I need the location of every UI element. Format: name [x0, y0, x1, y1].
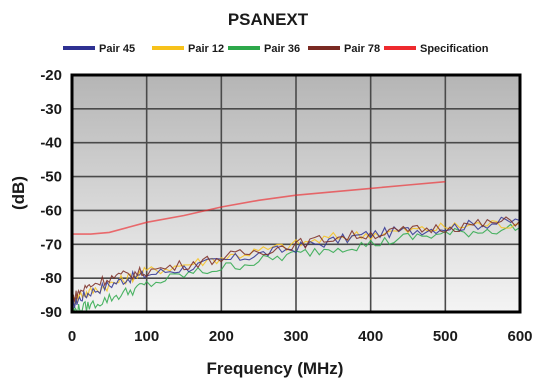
x-tick-label: 200 — [209, 328, 234, 345]
legend-label: Pair 36 — [264, 43, 300, 55]
legend-swatch — [63, 46, 95, 50]
plot-frame — [70, 73, 522, 314]
series-line-pair-45 — [72, 216, 521, 309]
series-line-pair-36 — [72, 223, 521, 314]
legend-label: Pair 45 — [99, 43, 135, 55]
y-tick-label: -60 — [40, 202, 62, 219]
legend-swatch — [308, 46, 340, 50]
chart-title: PSANEXT — [228, 10, 309, 29]
y-tick-label: -90 — [40, 304, 62, 321]
y-tick-label: -50 — [40, 169, 62, 186]
x-tick-label: 600 — [507, 328, 532, 345]
y-tick-label: -80 — [40, 270, 62, 287]
x-axis-label: Frequency (MHz) — [207, 359, 344, 378]
y-axis-label: (dB) — [9, 176, 28, 210]
legend-swatch — [384, 46, 416, 50]
legend: Pair 45 Pair 12 Pair 36 Pair 78 Specificatio… — [63, 43, 489, 55]
x-tick-label: 0 — [68, 328, 76, 345]
legend-swatch — [152, 46, 184, 50]
y-tick-label: -70 — [40, 236, 62, 253]
legend-label: Pair 12 — [188, 43, 224, 55]
y-tick-label: -30 — [40, 101, 62, 118]
x-tick-label: 400 — [358, 328, 383, 345]
series-line-specification — [72, 180, 446, 235]
series-lines — [72, 180, 521, 314]
y-tick-label: -40 — [40, 135, 62, 152]
x-tick-label: 100 — [134, 328, 159, 345]
legend-label: Pair 78 — [344, 43, 380, 55]
x-tick-labels: 0 100 200 300 400 500 600 — [68, 328, 533, 345]
y-tick-label: -20 — [40, 67, 62, 84]
legend-label: Specification — [420, 43, 489, 55]
x-tick-label: 300 — [283, 328, 308, 345]
legend-swatch — [228, 46, 260, 50]
series-line-pair-78 — [72, 216, 521, 302]
y-tick-labels: -20 -30 -40 -50 -60 -70 -80 -90 — [40, 67, 62, 321]
x-tick-label: 500 — [433, 328, 458, 345]
gridlines — [72, 75, 520, 312]
